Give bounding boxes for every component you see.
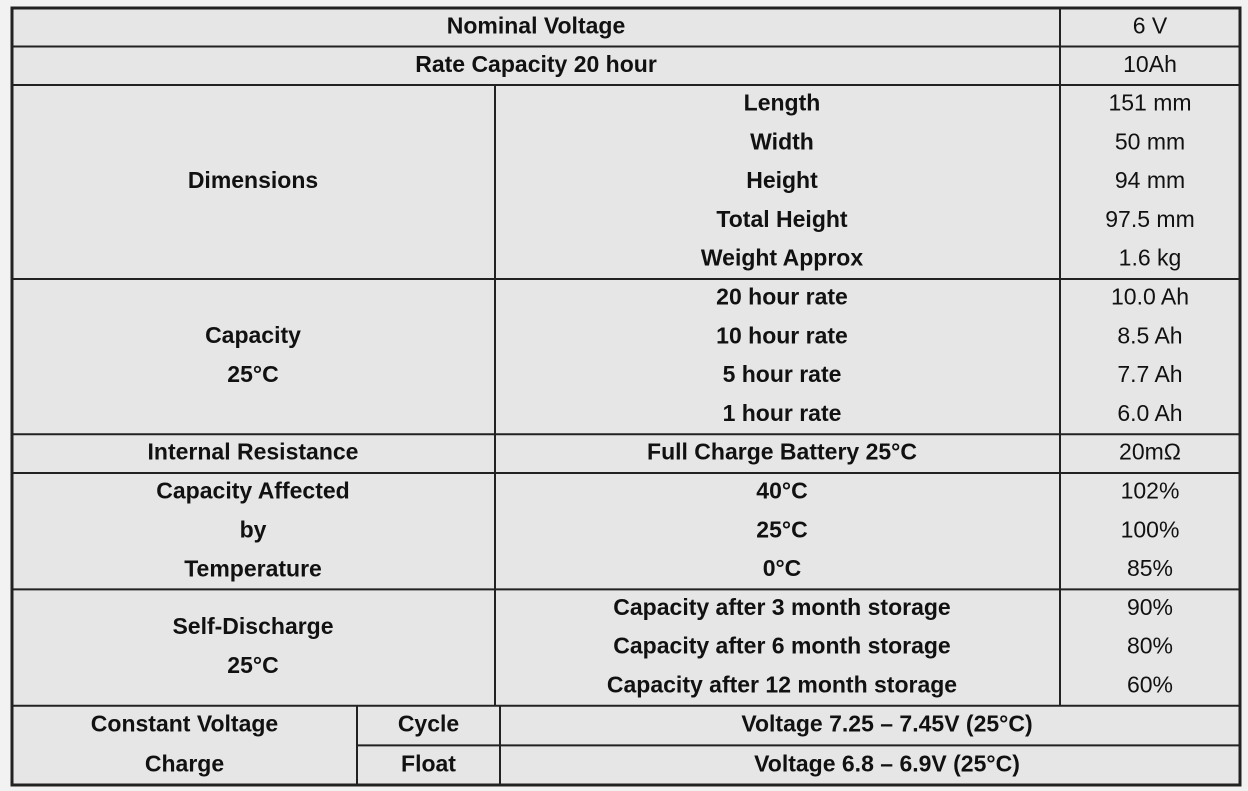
group-label: Constant Voltage bbox=[91, 710, 278, 736]
group-label: 25°C bbox=[227, 361, 278, 387]
mode-value: Voltage 6.8 – 6.9V (25°C) bbox=[754, 750, 1020, 776]
item-label: Full Charge Battery 25°C bbox=[647, 439, 917, 465]
item-label: 1 hour rate bbox=[723, 400, 842, 426]
item-value: 102% bbox=[1121, 477, 1180, 503]
item-value: 60% bbox=[1127, 671, 1173, 697]
item-value: 6.0 Ah bbox=[1117, 400, 1182, 426]
mode-value: Voltage 7.25 – 7.45V (25°C) bbox=[741, 711, 1032, 737]
item-value: 7.7 Ah bbox=[1117, 361, 1182, 387]
item-label: 40°C bbox=[756, 477, 807, 503]
item-value: 151 mm bbox=[1108, 89, 1191, 115]
group-label: Dimensions bbox=[188, 167, 318, 193]
item-label: Length bbox=[744, 89, 821, 115]
item-value: 94 mm bbox=[1115, 167, 1185, 193]
item-value: 10.0 Ah bbox=[1111, 283, 1189, 309]
item-value: 97.5 mm bbox=[1105, 206, 1194, 232]
row-label: Rate Capacity 20 hour bbox=[415, 51, 657, 77]
group-label: 25°C bbox=[227, 652, 278, 678]
group-label: Temperature bbox=[184, 555, 322, 581]
group-label: Self-Discharge bbox=[172, 613, 333, 639]
item-value: 8.5 Ah bbox=[1117, 322, 1182, 348]
item-value: 1.6 kg bbox=[1119, 245, 1182, 271]
item-label: Height bbox=[746, 167, 818, 193]
group-label: by bbox=[240, 516, 267, 542]
item-label: 25°C bbox=[756, 516, 807, 542]
item-value: 50 mm bbox=[1115, 128, 1185, 154]
item-value: 90% bbox=[1127, 594, 1173, 620]
item-value: 80% bbox=[1127, 633, 1173, 659]
group-label: Capacity Affected bbox=[156, 477, 349, 503]
group-label: Internal Resistance bbox=[148, 439, 359, 465]
item-label: Capacity after 6 month storage bbox=[613, 633, 950, 659]
item-label: Capacity after 12 month storage bbox=[607, 671, 957, 697]
item-value: 100% bbox=[1121, 516, 1180, 542]
item-label: Width bbox=[750, 128, 814, 154]
row-value: 10Ah bbox=[1123, 51, 1177, 77]
row-value: 6 V bbox=[1133, 12, 1168, 38]
item-label: 5 hour rate bbox=[723, 361, 842, 387]
item-label: Weight Approx bbox=[701, 245, 863, 271]
mode-label: Cycle bbox=[398, 711, 459, 737]
table-border bbox=[10, 6, 1242, 787]
item-value: 20mΩ bbox=[1119, 439, 1181, 465]
group-label: Charge bbox=[145, 750, 224, 776]
row-label: Nominal Voltage bbox=[447, 12, 626, 38]
item-label: 20 hour rate bbox=[716, 283, 848, 309]
item-label: 10 hour rate bbox=[716, 322, 848, 348]
mode-label: Float bbox=[401, 750, 456, 776]
item-value: 85% bbox=[1127, 555, 1173, 581]
group-label: Capacity bbox=[205, 322, 301, 348]
item-label: 0°C bbox=[763, 555, 802, 581]
item-label: Total Height bbox=[716, 206, 848, 232]
item-label: Capacity after 3 month storage bbox=[613, 594, 950, 620]
